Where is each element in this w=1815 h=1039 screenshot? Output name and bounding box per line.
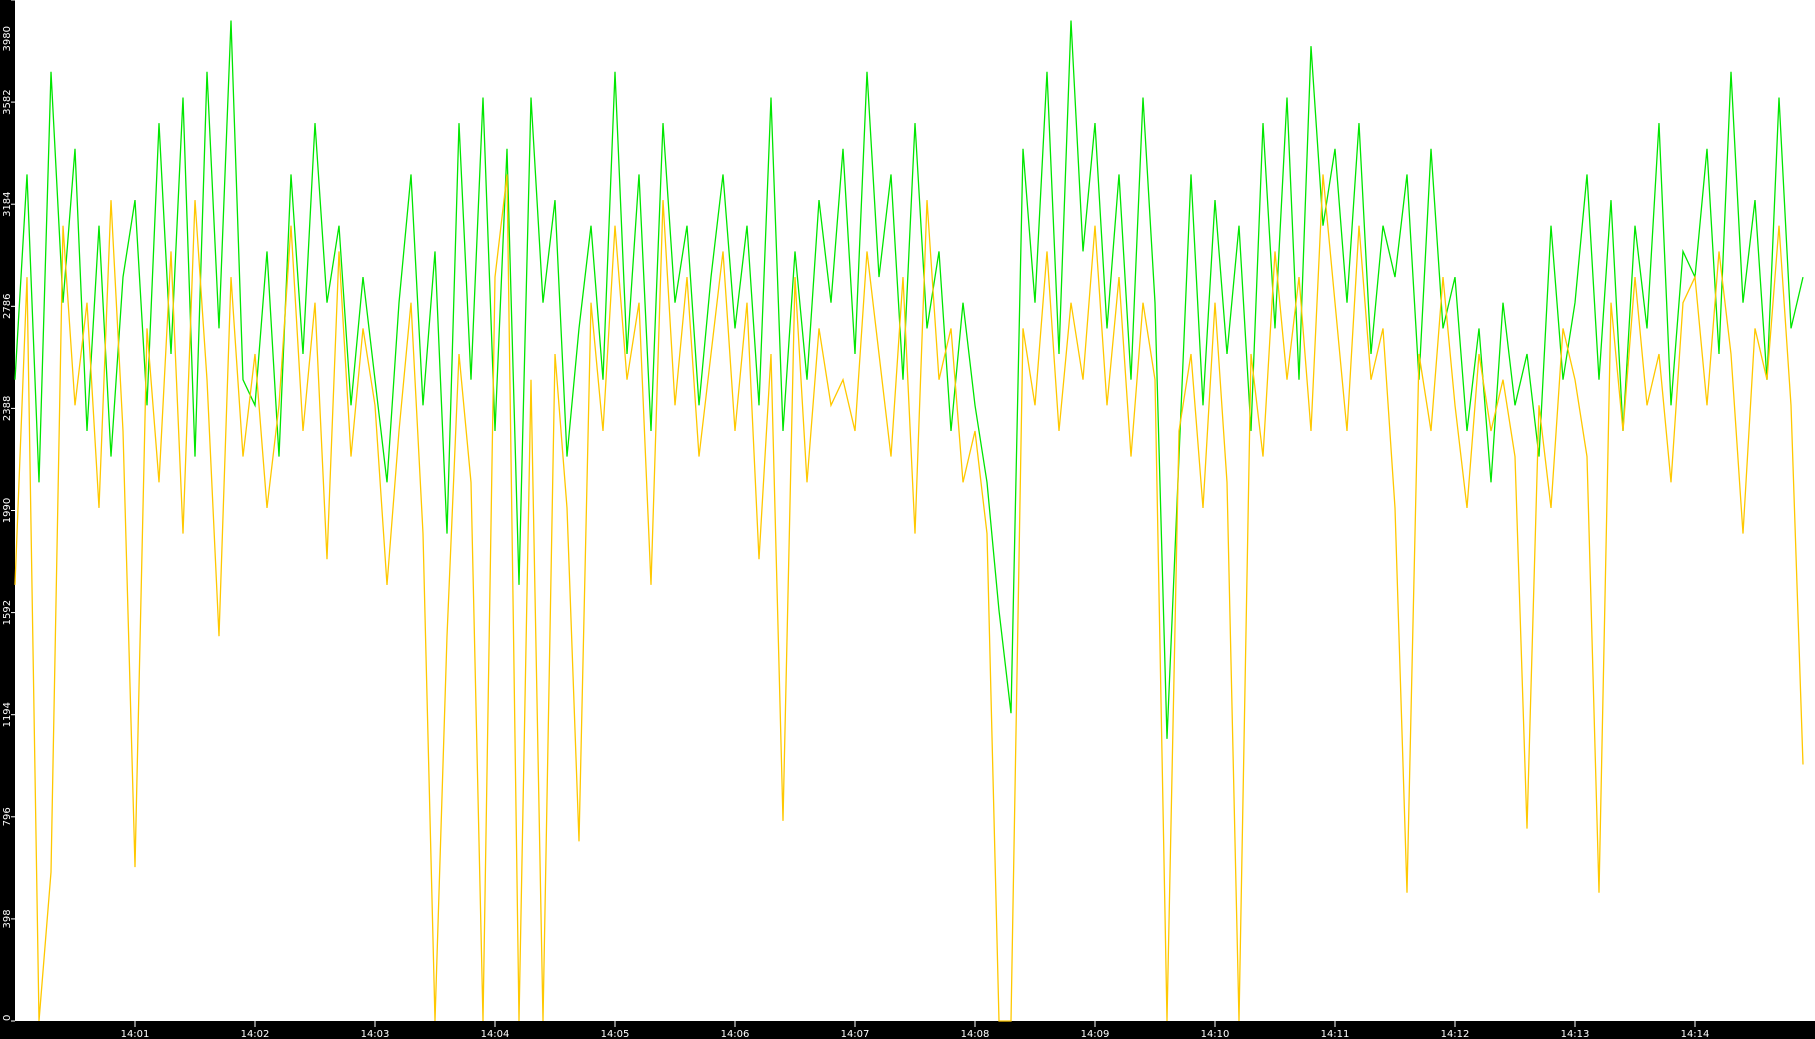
x-tick-label: 14:10 bbox=[1201, 1029, 1230, 1039]
x-tick-label: 14:01 bbox=[121, 1029, 150, 1039]
y-tick-label: 2786 bbox=[2, 294, 13, 319]
series-line-1 bbox=[14, 20, 1804, 739]
series-line-2 bbox=[14, 174, 1804, 1022]
y-tick-label: 3184 bbox=[2, 191, 13, 216]
x-tick-label: 14:06 bbox=[721, 1029, 750, 1039]
y-tick-label: 1194 bbox=[2, 702, 13, 727]
y-axis: 0 398 796 1194 1592 1990 2388 2786 3184 3582 3980 bbox=[2, 0, 15, 1022]
x-tick-label: 14:03 bbox=[361, 1029, 390, 1039]
x-tick-label: 14:13 bbox=[1561, 1029, 1590, 1039]
x-tick-label: 14:14 bbox=[1681, 1029, 1710, 1039]
y-tick-label: 1592 bbox=[2, 600, 13, 625]
x-tick-label: 14:09 bbox=[1081, 1029, 1110, 1039]
x-tick-label: 14:04 bbox=[481, 1029, 510, 1039]
x-tick-label: 14:07 bbox=[841, 1029, 870, 1039]
x-tick-label: 14:11 bbox=[1321, 1029, 1350, 1039]
y-tick-label: 1990 bbox=[2, 498, 13, 523]
y-tick-label: 2388 bbox=[2, 396, 13, 421]
y-tick-label: 3980 bbox=[2, 26, 13, 51]
y-tick-label: 796 bbox=[2, 807, 13, 826]
y-tick-label: 3582 bbox=[2, 89, 13, 114]
plot-area bbox=[15, 0, 1815, 1021]
y-tick-label: 0 bbox=[2, 1015, 13, 1021]
x-tick-label: 14:02 bbox=[241, 1029, 270, 1039]
y-tick-label: 398 bbox=[2, 909, 13, 928]
x-tick-label: 14:12 bbox=[1441, 1029, 1470, 1039]
x-tick-label: 14:08 bbox=[961, 1029, 990, 1039]
x-axis: 14:01 14:02 14:03 14:04 14:05 14:06 14:07 14:08… bbox=[121, 1021, 1710, 1039]
x-tick-label: 14:05 bbox=[601, 1029, 630, 1039]
